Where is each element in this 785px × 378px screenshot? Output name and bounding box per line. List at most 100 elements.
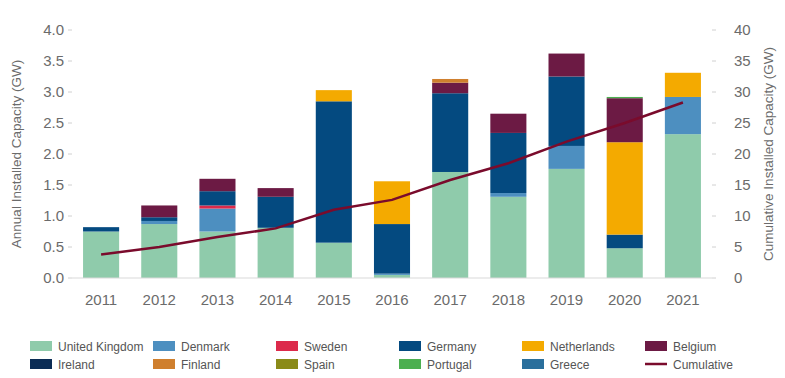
bar	[141, 205, 177, 206]
legend-label: United Kingdom	[58, 340, 143, 354]
y2-tick	[712, 247, 716, 248]
bar	[665, 72, 701, 73]
legend-swatch	[276, 341, 298, 351]
bar	[665, 72, 701, 73]
bar	[141, 205, 177, 206]
bar	[141, 221, 177, 224]
bar	[549, 77, 585, 146]
bar	[316, 90, 352, 91]
y2-tick-label: 20	[734, 145, 751, 162]
bar	[607, 96, 643, 97]
bar	[83, 227, 119, 231]
y2-tick-label: 25	[734, 114, 751, 131]
bar	[141, 217, 177, 221]
x-tick-label: 2011	[85, 291, 117, 308]
bar	[83, 227, 119, 228]
bar	[432, 78, 468, 79]
y-tick	[68, 154, 72, 155]
y2-tick-label: 0	[734, 269, 742, 286]
x-tick-label: 2012	[143, 291, 176, 308]
bar	[316, 90, 352, 91]
x-tick-label: 2016	[375, 291, 408, 308]
bar	[374, 181, 410, 182]
y-tick	[68, 61, 72, 62]
y-tick-label: 0.0	[43, 269, 64, 286]
x-tick-label: 2013	[201, 291, 234, 308]
y2-tick	[712, 185, 716, 186]
bar	[374, 181, 410, 182]
x-tick-label: 2018	[492, 291, 525, 308]
bar	[549, 146, 585, 169]
bar	[607, 98, 643, 99]
bar	[490, 193, 526, 197]
bar	[83, 227, 119, 228]
bar	[316, 90, 352, 91]
y2-tick	[712, 61, 716, 62]
bar	[432, 78, 468, 79]
bar	[258, 188, 294, 189]
y2-tick	[712, 123, 716, 124]
y2-axis-title: Cumulative Installed Capacity (GW)	[761, 47, 776, 261]
y2-tick-label: 5	[734, 238, 742, 255]
y-tick-label: 1.0	[43, 207, 64, 224]
legend-swatch	[522, 341, 544, 351]
bar	[199, 191, 235, 205]
legend-label: Belgium	[673, 340, 716, 354]
legend-label: Netherlands	[550, 340, 615, 354]
y2-tick	[712, 278, 716, 279]
y-tick	[68, 278, 72, 279]
bar	[607, 248, 643, 278]
y2-tick	[712, 216, 716, 217]
x-tick-label: 2021	[666, 291, 699, 308]
legend-label: Sweden	[304, 340, 347, 354]
bar	[258, 188, 294, 189]
x-tick-label: 2017	[433, 291, 466, 308]
bar	[549, 54, 585, 77]
bar	[607, 98, 643, 99]
y-tick	[68, 216, 72, 217]
x-tick-label: 2020	[608, 291, 641, 308]
bar	[490, 113, 526, 114]
y-axis-title: Annual Installed Capacity (GW)	[9, 60, 24, 248]
bar	[83, 227, 119, 228]
bar	[199, 205, 235, 208]
bar	[258, 188, 294, 189]
bar	[665, 72, 701, 73]
y2-tick	[712, 154, 716, 155]
bar	[316, 101, 352, 242]
bar	[258, 188, 294, 189]
bar	[199, 178, 235, 179]
bar	[432, 79, 468, 83]
bar	[141, 205, 177, 217]
bar	[199, 178, 235, 179]
bar	[83, 232, 119, 279]
legend-swatch	[276, 359, 298, 369]
y-tick-label: 4.0	[43, 21, 64, 38]
x-tick-label: 2019	[550, 291, 583, 308]
bar	[141, 205, 177, 206]
bar	[83, 227, 119, 228]
bar	[316, 90, 352, 101]
bar	[665, 72, 701, 73]
bar	[665, 72, 701, 73]
bar	[374, 181, 410, 182]
x-axis	[72, 278, 712, 279]
y2-tick-label: 15	[734, 176, 751, 193]
bar	[258, 188, 294, 197]
bar	[665, 72, 701, 73]
legend-label: Cumulative	[673, 358, 733, 372]
y-tick-label: 3.5	[43, 52, 64, 69]
legend-label: Germany	[427, 340, 476, 354]
bar	[83, 227, 119, 228]
legend-swatch	[30, 359, 52, 369]
bar	[374, 224, 410, 274]
legend-swatch	[30, 341, 52, 351]
legend-label: Spain	[304, 358, 335, 372]
bar	[549, 169, 585, 278]
bar	[607, 142, 643, 234]
y-tick-label: 0.5	[43, 238, 64, 255]
bar	[374, 181, 410, 182]
bar	[607, 98, 643, 99]
bar	[316, 90, 352, 91]
bar	[374, 181, 410, 182]
